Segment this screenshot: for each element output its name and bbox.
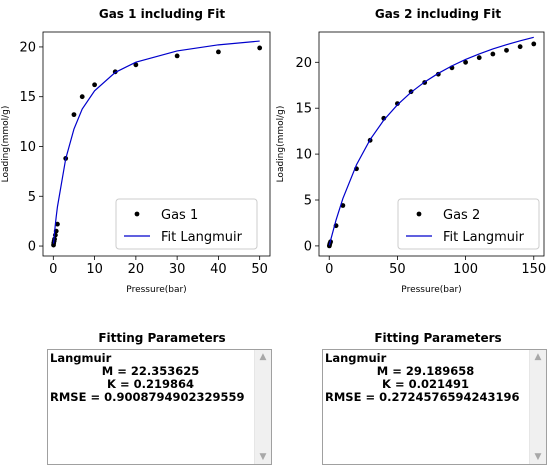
data-point <box>174 53 180 59</box>
data-point <box>55 221 60 227</box>
param-rmse: RMSE = 0.2724576594243196 <box>325 390 520 404</box>
legend-label: Fit Langmuir <box>443 230 525 245</box>
chart-1-title: Gas 1 including Fit <box>98 7 226 21</box>
scroll-down-arrow-icon[interactable]: ▼ <box>259 452 267 462</box>
y-tick-label: 5 <box>304 194 312 209</box>
data-point <box>531 41 537 47</box>
param-k: K = 0.219864 <box>107 377 194 391</box>
y-tick-label: 15 <box>19 90 36 105</box>
x-tick-label: 0 <box>325 262 333 277</box>
scroll-up-arrow-icon[interactable]: ▲ <box>534 352 542 362</box>
data-point <box>216 49 221 55</box>
fitting-parameters-title-1: Fitting Parameters <box>98 331 226 345</box>
data-point <box>490 51 496 57</box>
data-point <box>79 94 85 100</box>
x-tick-label: 50 <box>389 262 406 277</box>
y-axis-label: Loading(mmol/g) <box>1 106 11 183</box>
data-point <box>133 62 139 68</box>
x-tick-label: 30 <box>169 262 186 277</box>
data-point <box>340 203 346 208</box>
param-k: K = 0.021491 <box>382 377 469 391</box>
legend-label: Gas 1 <box>161 208 198 223</box>
param-rmse: RMSE = 0.9008794902329559 <box>50 390 245 404</box>
plot-frame <box>42 31 271 257</box>
data-point <box>257 45 263 51</box>
x-tick-label: 50 <box>251 262 268 277</box>
x-tick-label: 100 <box>453 262 478 277</box>
charts-canvas: 0 10 20 30 40 5005101520Pressure(bar)Loading(… <box>1 31 546 295</box>
data-point <box>476 55 482 61</box>
chart-2-title: Gas 2 including Fit <box>374 7 502 21</box>
legend-point-swatch <box>134 211 140 217</box>
y-tick-label: 0 <box>304 239 312 254</box>
y-tick-label: 10 <box>295 148 312 163</box>
legend-label: Fit Langmuir <box>161 230 243 245</box>
x-tick-label: 0 <box>49 262 57 277</box>
legend-point-swatch <box>416 211 422 217</box>
y-tick-label: 10 <box>19 140 36 155</box>
data-point <box>504 47 509 53</box>
fitting-parameters-box-1[interactable]: Langmuir M = 22.353625 K = 0.219864 RMSE… <box>47 349 272 465</box>
data-point <box>517 44 523 50</box>
model-name: Langmuir <box>325 351 387 365</box>
legend-label: Gas 2 <box>443 208 480 223</box>
param-m: M = 29.189658 <box>376 364 475 378</box>
vertical-scrollbar-1[interactable]: ▲ ▼ <box>254 350 271 464</box>
fit-line <box>52 40 260 244</box>
x-axis-label: Pressure(bar) <box>126 285 186 295</box>
scroll-up-arrow-icon[interactable]: ▲ <box>259 352 267 362</box>
y-tick-label: 0 <box>28 240 36 255</box>
scroll-down-arrow-icon[interactable]: ▼ <box>534 452 542 462</box>
fit-line <box>328 36 534 246</box>
x-axis-label: Pressure(bar) <box>401 285 461 295</box>
y-axis-label: Loading(mmol/g) <box>276 106 286 183</box>
fitting-parameters-title-2: Fitting Parameters <box>374 331 502 345</box>
y-tick-label: 15 <box>295 102 312 117</box>
x-tick-label: 40 <box>210 262 227 277</box>
data-point <box>463 59 468 65</box>
x-tick-label: 10 <box>86 262 103 277</box>
fitting-parameters-text-2: Langmuir M = 29.189658 K = 0.021491 RMSE… <box>325 352 526 404</box>
data-point <box>92 82 97 88</box>
x-tick-label: 150 <box>521 262 546 277</box>
x-tick-label: 20 <box>128 262 145 277</box>
vertical-scrollbar-2[interactable]: ▲ ▼ <box>529 350 546 464</box>
fitting-parameters-box-2[interactable]: Langmuir M = 29.189658 K = 0.021491 RMSE… <box>322 349 547 465</box>
y-tick-label: 5 <box>28 190 36 205</box>
data-point <box>71 112 77 118</box>
chart-2: 0 50 100 150 0 5 10 15 20 Pressure(bar) Loading(mm… <box>276 31 546 295</box>
data-point <box>395 101 400 107</box>
fitting-parameters-text-1: Langmuir M = 22.353625 K = 0.219864 RMSE… <box>50 352 251 404</box>
plot-frame <box>318 31 545 257</box>
y-tick-label: 20 <box>19 40 36 55</box>
param-m: M = 22.353625 <box>101 364 200 378</box>
legend-box <box>115 198 258 250</box>
model-name: Langmuir <box>50 351 112 365</box>
chart-1: 0 10 20 30 40 50 0 5 10 15 20 Pressure(bar) Loading(… <box>1 31 271 295</box>
y-tick-label: 20 <box>295 56 312 71</box>
legend-box <box>397 198 540 250</box>
